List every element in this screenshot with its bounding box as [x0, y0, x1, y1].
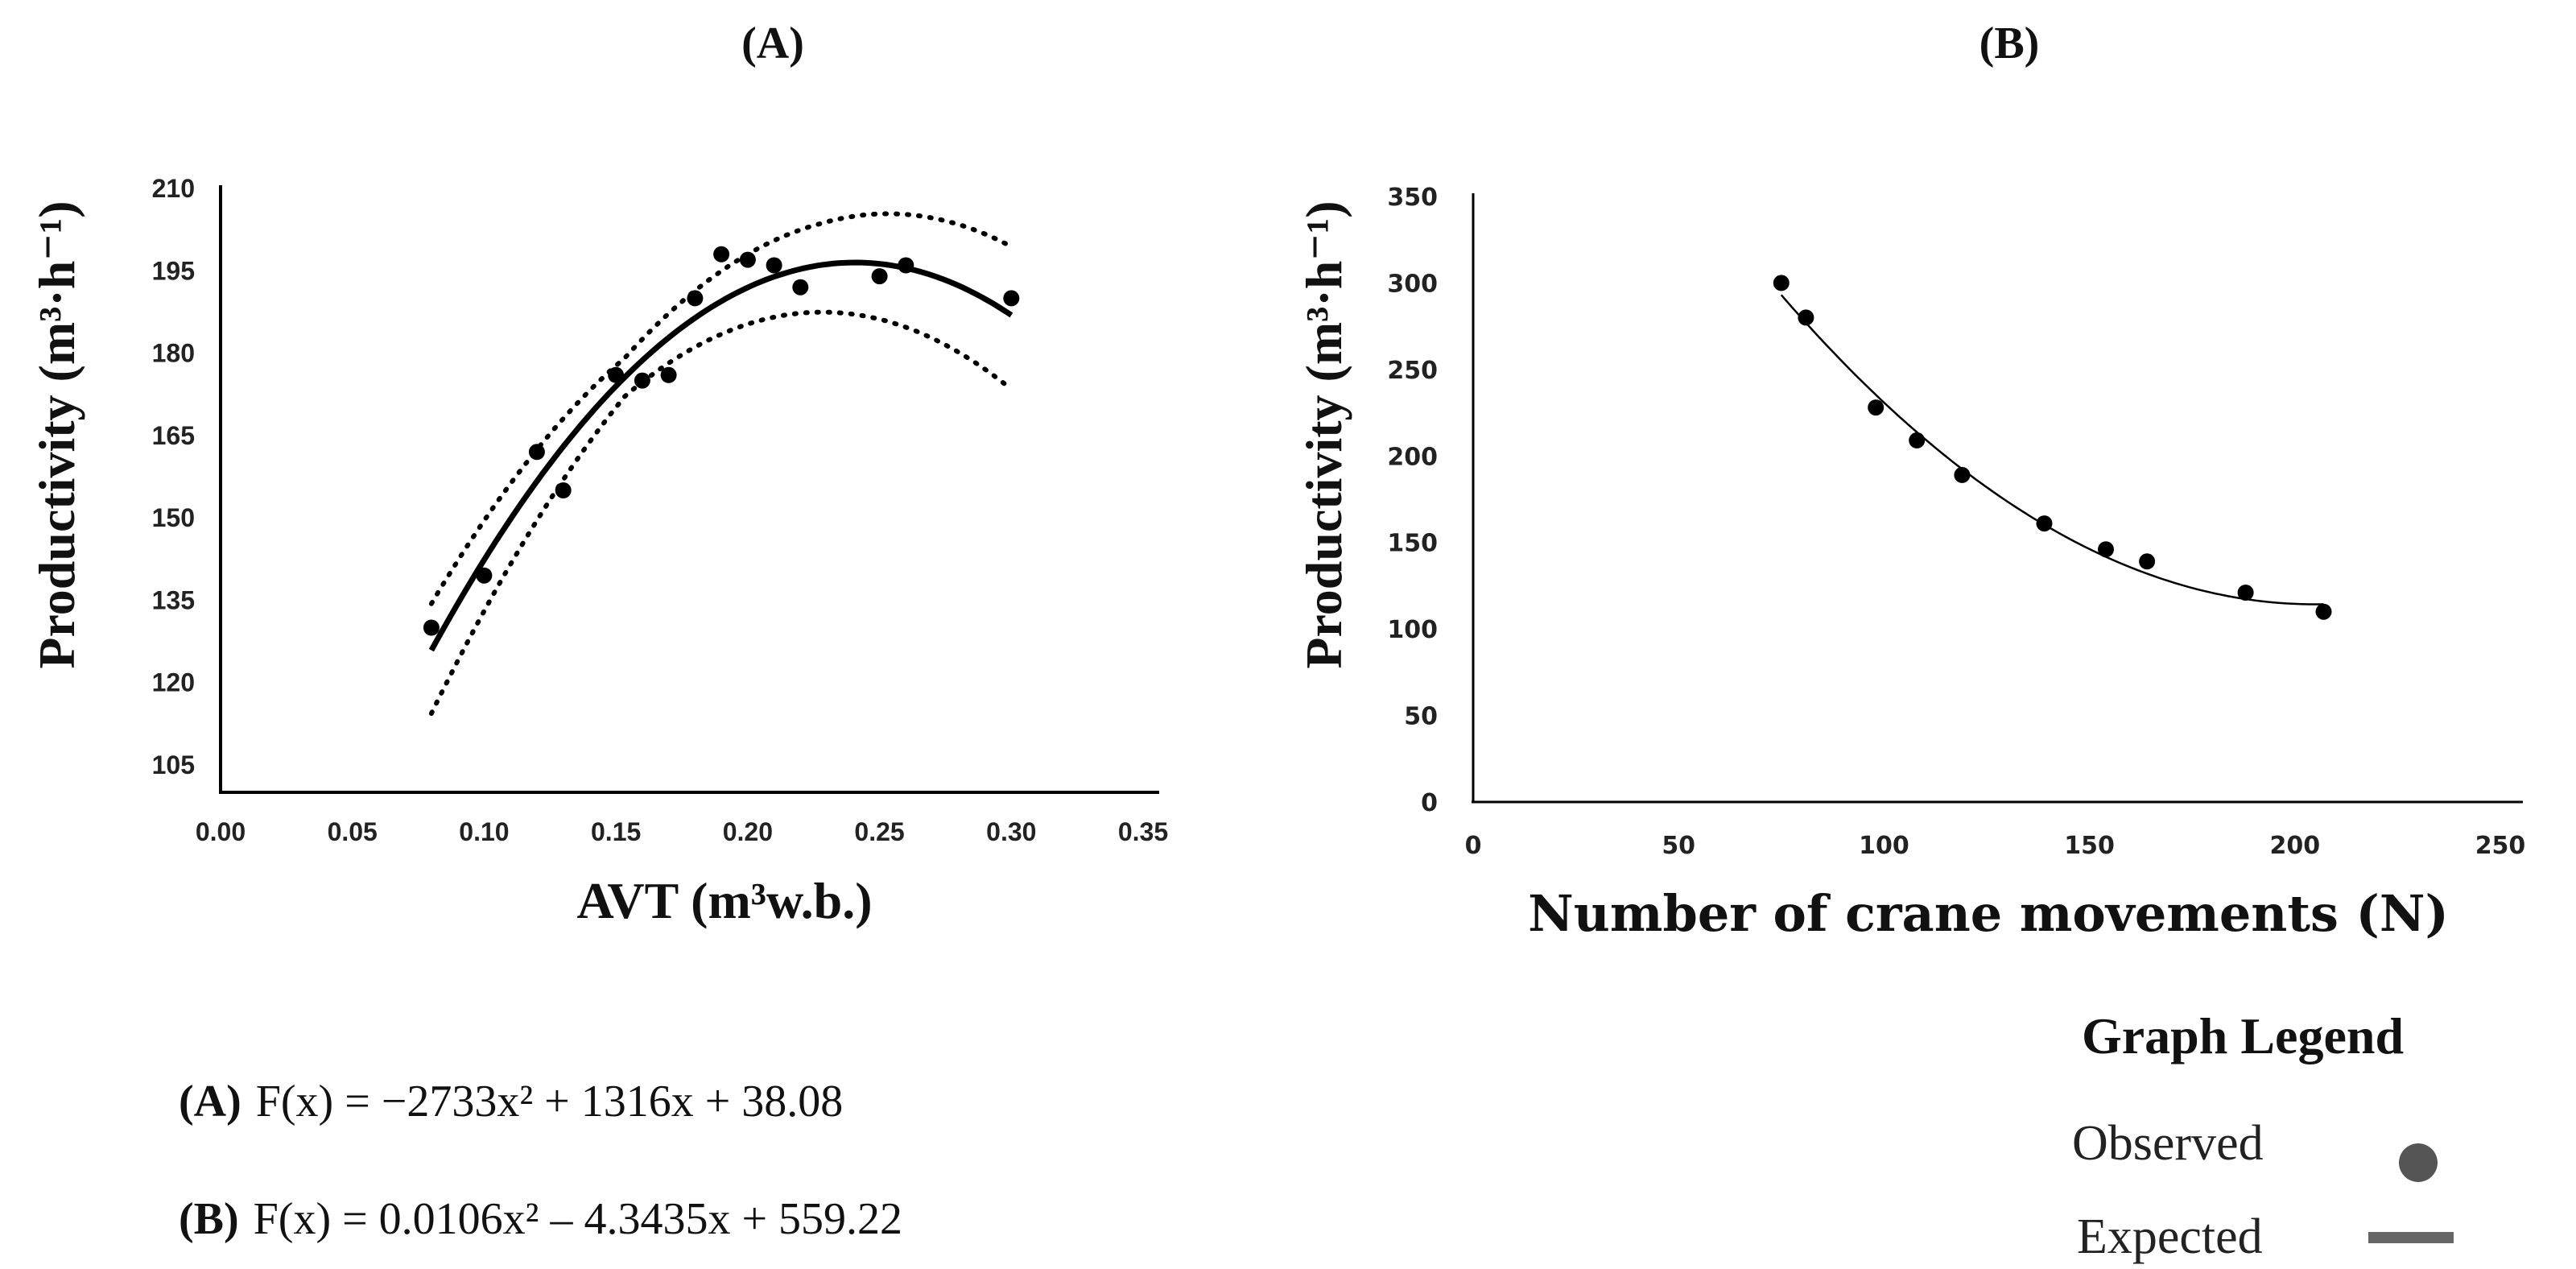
chart-a-x-tick-label: 0.20 [723, 817, 773, 846]
chart-a-observed-point [660, 366, 677, 383]
chart-a-x-tick-label: 0.15 [591, 817, 641, 846]
chart-b-ylabel: Productivity (m³·h⁻¹) [1295, 200, 1352, 668]
chart-a-observed-point [1003, 290, 1020, 307]
chart-b-fit-curve [1780, 294, 2324, 606]
chart-b-x-ticks: 0 50 100 150 200 250 [1465, 832, 2526, 860]
chart-b-observed-point [2315, 603, 2332, 620]
chart-b-title: (B) [1979, 19, 2040, 68]
chart-b-y-tick-label: 300 [1387, 270, 1438, 298]
chart-a-observed-point [739, 251, 756, 268]
chart-a-observed-point [476, 567, 493, 584]
equation-b-label: (B) [179, 1194, 239, 1244]
chart-a-y-tick-label: 135 [152, 585, 195, 614]
chart-b: (B) Productivity (m³·h⁻¹) Number of cran… [1295, 19, 2525, 943]
legend-observed-label: Observed [2072, 1116, 2264, 1171]
legend-expected-label: Expected [2077, 1209, 2263, 1264]
chart-a-observed-point [713, 246, 730, 262]
legend-expected-marker [2368, 1232, 2454, 1243]
chart-a-y-ticks: 105 120 135 150 165 180 195 210 [152, 174, 195, 779]
chart-b-y-tick-label: 250 [1387, 357, 1438, 385]
chart-a-observed-point [634, 372, 650, 389]
chart-b-x-tick-label: 0 [1465, 832, 1482, 860]
chart-b-x-tick-label: 100 [1859, 832, 1909, 860]
chart-a: (A) Productivity (m³·h⁻¹) AVT (m³w.b.) 1… [28, 19, 1168, 929]
chart-b-observed-point [2139, 553, 2156, 570]
chart-a-observed-point [555, 482, 572, 498]
chart-b-observed-point [1798, 309, 1814, 326]
chart-b-y-tick-label: 200 [1387, 443, 1438, 471]
chart-a-x-ticks: 0.00 0.05 0.10 0.15 0.20 0.25 0.30 0.35 [196, 817, 1168, 846]
chart-a-x-tick-label: 0.30 [986, 817, 1036, 846]
chart-a-observed-point [423, 619, 440, 636]
chart-a-observed-point [898, 257, 914, 274]
chart-b-observed-point [1868, 399, 1885, 416]
chart-a-confidence-lower [428, 309, 1014, 716]
chart-b-y-tick-label: 50 [1404, 703, 1438, 731]
chart-a-y-tick-label: 165 [152, 421, 195, 450]
chart-a-y-tick-label: 150 [152, 503, 195, 532]
chart-a-observed-point [871, 268, 888, 285]
equation-b: (B) F(x) = 0.0106x² – 4.3435x + 559.22 [179, 1194, 902, 1244]
chart-a-x-tick-label: 0.10 [459, 817, 509, 846]
chart-a-x-tick-label: 0.35 [1118, 817, 1168, 846]
chart-a-x-tick-label: 0.25 [854, 817, 904, 846]
equation-b-text: F(x) = 0.0106x² – 4.3435x + 559.22 [254, 1194, 902, 1244]
legend: Graph Legend Observed Expected [2072, 1007, 2454, 1264]
chart-b-observed-point [2098, 541, 2114, 558]
chart-b-x-tick-label: 150 [2064, 832, 2115, 860]
chart-a-observed-point [687, 290, 704, 307]
equation-a: (A) F(x) = −2733x² + 1316x + 38.08 [179, 1077, 843, 1126]
chart-b-observed-point [1909, 432, 1926, 448]
chart-b-xlabel: Number of crane movements (N) [1528, 884, 2449, 943]
chart-a-observed-point [528, 444, 545, 461]
chart-b-y-axis-title: Productivity (m³·h⁻¹) [1295, 200, 1352, 668]
chart-b-observed-point [2237, 585, 2254, 601]
chart-b-observed-point [2036, 515, 2053, 532]
chart-b-y-ticks: 0 50 100 150 200 250 300 350 [1387, 184, 1438, 817]
chart-b-y-tick-label: 150 [1387, 530, 1438, 558]
chart-b-x-tick-label: 250 [2475, 832, 2526, 860]
chart-a-y-tick-label: 195 [152, 256, 195, 285]
chart-a-observed-point [792, 279, 809, 296]
legend-title: Graph Legend [2082, 1007, 2404, 1064]
chart-a-observed-points [423, 246, 1020, 636]
chart-a-y-axis-title: Productivity (m³·h⁻¹) [28, 200, 85, 668]
chart-b-y-tick-label: 350 [1387, 184, 1438, 212]
chart-b-x-tick-label: 200 [2269, 832, 2320, 860]
chart-a-x-tick-label: 0.00 [196, 817, 246, 846]
chart-a-observed-point [766, 257, 782, 274]
equations: (A) F(x) = −2733x² + 1316x + 38.08 (B) F… [179, 1077, 902, 1244]
chart-a-y-tick-label: 120 [152, 668, 195, 697]
chart-a-y-tick-label: 105 [152, 750, 195, 779]
chart-b-y-tick-label: 0 [1421, 789, 1438, 817]
chart-a-confidence-upper [428, 211, 1014, 606]
chart-a-ylabel: Productivity (m³·h⁻¹) [28, 200, 85, 668]
legend-observed-marker [2399, 1143, 2438, 1182]
chart-a-fit-curve [428, 259, 1013, 652]
chart-b-observed-points [1773, 275, 2332, 620]
chart-b-observed-point [1954, 466, 1971, 483]
equation-a-label: (A) [179, 1077, 242, 1126]
chart-a-title: (A) [741, 19, 804, 68]
chart-b-y-tick-label: 100 [1387, 616, 1438, 644]
chart-a-y-tick-label: 180 [152, 339, 195, 368]
chart-b-x-tick-label: 50 [1662, 832, 1695, 860]
chart-a-xlabel: AVT (m³w.b.) [576, 872, 872, 929]
equation-a-text: F(x) = −2733x² + 1316x + 38.08 [256, 1077, 844, 1126]
chart-a-x-tick-label: 0.05 [328, 817, 378, 846]
chart-a-y-tick-label: 210 [152, 174, 195, 203]
chart-b-observed-point [1773, 275, 1790, 291]
chart-a-observed-point [608, 366, 625, 383]
